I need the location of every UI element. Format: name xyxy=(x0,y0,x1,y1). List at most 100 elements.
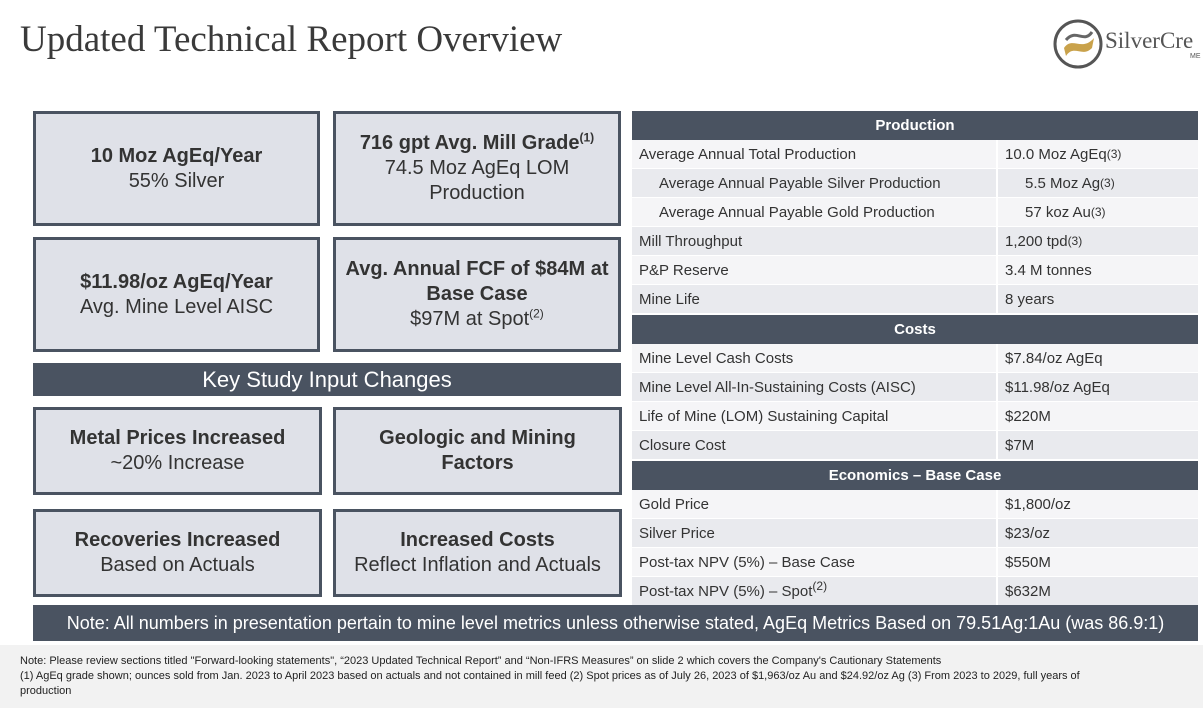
row-label-note: (2) xyxy=(812,578,828,593)
row-label: Closure Cost xyxy=(632,437,996,454)
row-value-text: 1,200 tpd xyxy=(1005,232,1068,250)
row-value: $550M xyxy=(996,548,1198,576)
table-row: Life of Mine (LOM) Sustaining Capital $22… xyxy=(632,402,1198,431)
box-text: ~20% Increase xyxy=(111,451,245,476)
box-text: 55% Silver xyxy=(129,169,225,194)
box-heading-note: (1) xyxy=(579,130,595,145)
logo-name: SilverCre xyxy=(1105,28,1194,53)
row-value-text: 8 years xyxy=(1005,290,1055,308)
row-label-text: Average Annual Payable Gold Production xyxy=(659,203,935,221)
box-heading: Recoveries Increased xyxy=(75,528,281,553)
box-heading: Geologic and Mining Factors xyxy=(344,426,611,476)
row-label-text: Mill Throughput xyxy=(639,232,743,250)
row-label: Mine Life xyxy=(632,291,996,308)
row-value-text: $7M xyxy=(1005,436,1035,454)
row-label: Mill Throughput xyxy=(632,233,996,250)
row-value-text: $7.84/oz AgEq xyxy=(1005,349,1103,367)
table-row: Closure Cost $7M xyxy=(632,431,1198,460)
footnote: (1) AgEq grade shown; ounces sold from J… xyxy=(20,670,1080,697)
row-value-text: $23/oz xyxy=(1005,524,1051,542)
row-value: 57 koz Au (3) xyxy=(996,198,1198,226)
box-heading-text: $11.98/oz AgEq/Year xyxy=(80,270,273,293)
box-text: 74.5 Moz AgEq LOM Production xyxy=(344,156,610,206)
row-value: $7.84/oz AgEq xyxy=(996,344,1198,372)
row-value: $11.98/oz AgEq xyxy=(996,373,1198,401)
row-label-text: Average Annual Payable Silver Production xyxy=(659,174,941,192)
table-section-header: Costs xyxy=(632,314,1198,344)
row-label-text: P&P Reserve xyxy=(639,261,729,279)
box-text-text: Avg. Mine Level AISC xyxy=(79,295,274,318)
table-row: P&P Reserve 3.4 M tonnes xyxy=(632,256,1198,285)
box-text-note: (2) xyxy=(529,306,544,321)
table-row: Mine Level All-In-Sustaining Costs (AISC… xyxy=(632,373,1198,402)
row-label: Silver Price xyxy=(632,525,996,542)
row-value: 5.5 Moz Ag (3) xyxy=(996,169,1198,197)
table-row: Mill Throughput 1,200 tpd (3) xyxy=(632,227,1198,256)
row-label-text: Average Annual Total Production xyxy=(639,145,857,163)
box-text-text: Reflect Inflation and Actuals xyxy=(354,554,601,576)
row-label-text: Closure Cost xyxy=(639,436,726,454)
info-box: Avg. Annual FCF of $84M at Base Case $97M… xyxy=(333,237,621,352)
row-value-text: $11.98/oz AgEq xyxy=(1005,378,1110,396)
box-heading: Metal Prices Increased xyxy=(70,426,286,451)
row-value: $23/oz xyxy=(996,519,1198,547)
box-text: Reflect Inflation and Actuals xyxy=(354,553,601,578)
logo-sub: ME xyxy=(1190,53,1201,60)
footnote: Note: Please review sections titled "For… xyxy=(20,655,942,667)
row-value-text: $1,800/oz xyxy=(1005,495,1071,513)
box-heading: 10 Moz AgEq/Year xyxy=(91,144,263,169)
note-bar: Note: All numbers in presentation pertai… xyxy=(33,605,1198,641)
box-text: Based on Actuals xyxy=(100,553,255,578)
row-label: Post-tax NPV (5%) – Spot(2) xyxy=(632,580,996,600)
table-row: Average Annual Payable Gold Production 57… xyxy=(632,198,1198,227)
row-value-text: 3.4 M tonnes xyxy=(1005,261,1092,279)
info-box: Geologic and Mining Factors xyxy=(333,407,622,495)
box-text-text: 55% Silver xyxy=(128,169,225,192)
box-heading: Increased Costs xyxy=(400,528,555,553)
row-value: $7M xyxy=(996,431,1198,459)
box-text-text: Based on Actuals xyxy=(100,554,255,576)
row-label-text: Post-tax NPV (5%) – Spot xyxy=(639,582,813,600)
row-label-text: Post-tax NPV (5%) – Base Case xyxy=(639,553,855,571)
box-text-text: $97M at Spot xyxy=(410,308,530,330)
row-value: 3.4 M tonnes xyxy=(996,256,1198,284)
table-row: Post-tax NPV (5%) – Base Case $550M xyxy=(632,548,1198,577)
box-heading: Avg. Annual FCF of $84M at Base Case xyxy=(344,257,610,307)
table-row: Post-tax NPV (5%) – Spot(2) $632M xyxy=(632,577,1198,606)
row-label-text: Gold Price xyxy=(639,495,710,513)
box-text: $97M at Spot(2) xyxy=(410,307,544,332)
box-heading: $11.98/oz AgEq/Year xyxy=(80,270,273,295)
row-value: $632M xyxy=(996,577,1198,605)
row-value: 10.0 Moz AgEq (3) xyxy=(996,140,1198,168)
box-text-text: 74.5 Moz AgEq LOM Production xyxy=(384,157,570,204)
row-label: Life of Mine (LOM) Sustaining Capital xyxy=(632,408,996,425)
table-row: Gold Price $1,800/oz xyxy=(632,490,1198,519)
row-label: Gold Price xyxy=(632,496,996,513)
info-box: Metal Prices Increased ~20% Increase xyxy=(33,407,322,495)
row-label: Average Annual Payable Silver Production xyxy=(632,175,996,192)
info-box: Recoveries Increased Based on Actuals xyxy=(33,509,322,597)
row-label-text: Mine Life xyxy=(639,290,700,308)
row-label: Mine Level All-In-Sustaining Costs (AISC… xyxy=(632,379,996,396)
table-row: Mine Life 8 years xyxy=(632,285,1198,314)
row-value: 8 years xyxy=(996,285,1198,313)
row-label-text: Mine Level Cash Costs xyxy=(639,349,794,367)
row-label: P&P Reserve xyxy=(632,262,996,279)
box-heading-text: Avg. Annual FCF of $84M at Base Case xyxy=(345,258,609,305)
row-label: Post-tax NPV (5%) – Base Case xyxy=(632,554,996,571)
footnotes: Note: Please review sections titled "For… xyxy=(0,645,1203,708)
box-text: Avg. Mine Level AISC xyxy=(80,295,273,320)
logo-icon xyxy=(1053,19,1103,69)
row-value-text: $220M xyxy=(1005,407,1051,425)
box-heading-text: Metal Prices Increased xyxy=(69,427,286,449)
row-label: Average Annual Payable Gold Production xyxy=(632,204,996,221)
table-section-header: Economics – Base Case xyxy=(632,460,1198,490)
info-box: $11.98/oz AgEq/Year Avg. Mine Level AISC xyxy=(33,237,320,352)
slide-title: Updated Technical Report Overview xyxy=(20,19,563,60)
info-box: 10 Moz AgEq/Year 55% Silver xyxy=(33,111,320,226)
box-heading-text: Increased Costs xyxy=(400,529,555,551)
box-text-text: ~20% Increase xyxy=(110,452,245,474)
info-box: 716 gpt Avg. Mill Grade(1) 74.5 Moz AgEq … xyxy=(333,111,621,226)
row-label: Mine Level Cash Costs xyxy=(632,350,996,367)
